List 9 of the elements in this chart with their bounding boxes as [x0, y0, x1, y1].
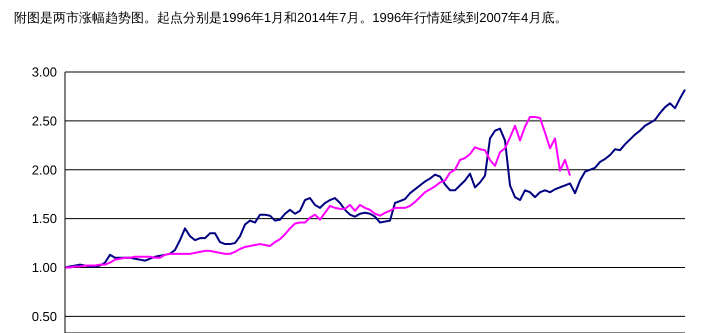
y-tick-label: 0.50 [32, 308, 57, 324]
y-tick-label: 1.50 [32, 211, 57, 226]
y-tick-label: 1.00 [32, 260, 57, 276]
chart-title: 附图是两市涨幅趋势图。起点分别是1996年1月和2014年7月。1996年行情延续到2007年4月底。 [14, 9, 568, 27]
y-tick-label: 3.00 [32, 64, 57, 80]
line-series [64, 88, 686, 269]
y-tick-label: 2.00 [32, 162, 57, 178]
y-tick-label: 2.50 [32, 113, 57, 128]
line-series [64, 116, 571, 269]
